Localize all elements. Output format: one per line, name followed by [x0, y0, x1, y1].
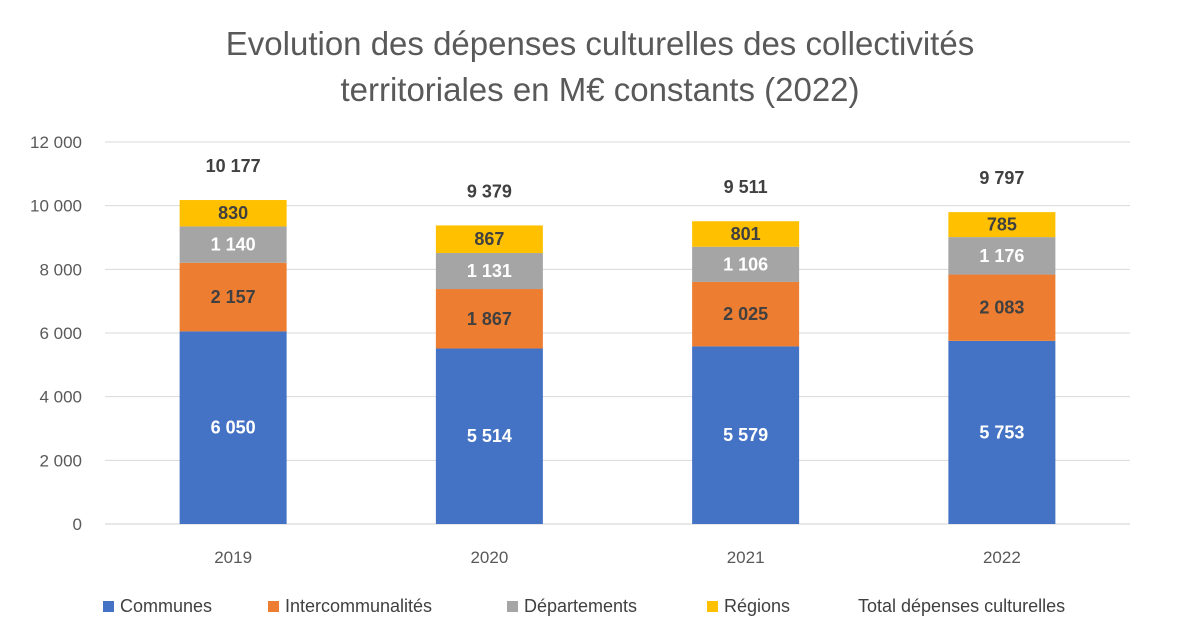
bar-segment [948, 340, 1056, 524]
y-tick-label: 6 000 [39, 324, 82, 343]
bar-segment [948, 274, 1056, 341]
x-tick-label: 2021 [727, 548, 765, 567]
y-tick-label: 8 000 [39, 260, 82, 279]
y-tick-label: 0 [73, 515, 82, 534]
bar-segment [435, 253, 543, 290]
bars: 6 050 2 157 1 140 830 10 177 5 514 1 867 1 131 8… [179, 156, 1056, 524]
data-label: 2 025 [723, 304, 768, 324]
y-tick-label: 2 000 [39, 451, 82, 470]
bar-segment [948, 212, 1056, 238]
data-label: 6 050 [211, 418, 256, 438]
total-label: 10 177 [206, 156, 261, 176]
y-tick-label: 10 000 [30, 197, 82, 216]
data-label: 1 140 [211, 235, 256, 255]
legend-item-departements: Départements [507, 596, 637, 617]
data-label: 2 157 [211, 287, 256, 307]
x-axis: 2019 2020 2021 2022 [214, 548, 1021, 567]
bar-segment [179, 226, 287, 263]
bar-segment [692, 246, 800, 282]
legend-label-communes: Communes [120, 596, 213, 616]
data-label: 5 753 [979, 422, 1024, 442]
bar-segment [179, 331, 287, 524]
legend-item-total: Total dépenses culturelles [858, 596, 1065, 617]
y-axis: 0 2 000 4 000 6 000 8 000 10 000 12 000 [30, 133, 82, 534]
bar-segment [179, 262, 287, 332]
bar-segment [948, 237, 1056, 275]
legend-swatch-departements [507, 601, 518, 612]
data-label: 1 131 [467, 261, 512, 281]
bar-segment [435, 348, 543, 524]
x-tick-label: 2019 [214, 548, 252, 567]
legend-label-total: Total dépenses culturelles [858, 596, 1066, 616]
legend-swatch-intercommunalites [268, 601, 279, 612]
bar-segment [692, 221, 800, 247]
data-label: 5 514 [467, 426, 512, 446]
bar-segment [435, 225, 543, 254]
x-tick-label: 2020 [470, 548, 508, 567]
legend-item-intercommunalites: Intercommunalités [268, 596, 432, 617]
legend-label-regions: Régions [724, 596, 791, 616]
x-tick-label: 2022 [983, 548, 1021, 567]
chart-title-line-1: Evolution des dépenses culturelles des c… [225, 25, 975, 62]
data-label: 801 [731, 224, 761, 244]
chart-title-line-2: territoriales en M€ constants (2022) [340, 71, 860, 108]
total-label: 9 797 [979, 168, 1024, 188]
legend-item-regions: Régions [707, 596, 790, 617]
bar-segment [435, 289, 543, 349]
data-label: 830 [218, 203, 248, 223]
legend-swatch-regions [707, 601, 718, 612]
data-label: 5 579 [723, 425, 768, 445]
data-label: 1 106 [723, 254, 768, 274]
y-tick-label: 4 000 [39, 388, 82, 407]
bar-segment [179, 200, 287, 227]
legend-label-intercommunalites: Intercommunalités [285, 596, 433, 616]
data-label: 1 176 [979, 246, 1024, 266]
legend-label-departements: Départements [524, 596, 638, 616]
data-label: 1 867 [467, 309, 512, 329]
legend-swatch-communes [103, 601, 114, 612]
data-label: 785 [987, 215, 1017, 235]
legend-item-communes: Communes [103, 596, 212, 617]
data-label: 867 [474, 229, 504, 249]
legend: Communes Intercommunalités Départements … [0, 596, 1200, 620]
bar-segment [692, 346, 800, 524]
y-tick-label: 12 000 [30, 133, 82, 152]
data-label: 2 083 [979, 298, 1024, 318]
total-label: 9 379 [467, 181, 512, 201]
total-label: 9 511 [724, 177, 768, 197]
bar-segment [692, 281, 800, 347]
